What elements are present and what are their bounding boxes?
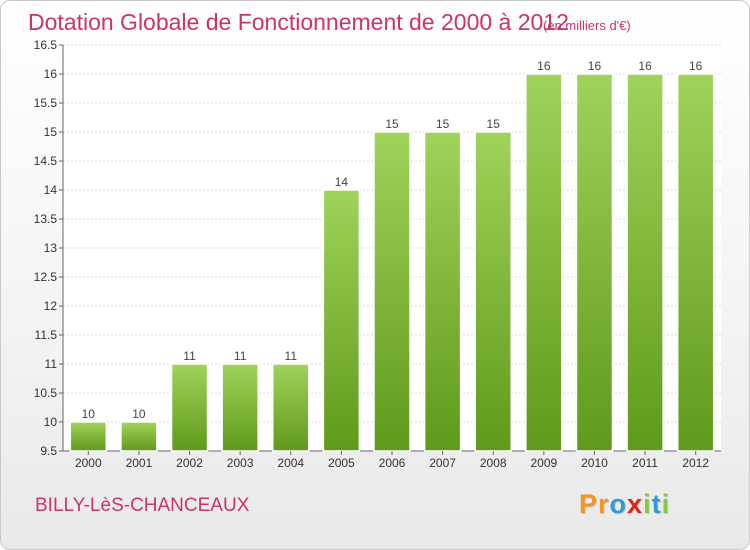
y-tick-label: 15.5 bbox=[34, 96, 58, 110]
bar-value-label: 16 bbox=[638, 59, 652, 73]
logo-letter: t bbox=[651, 489, 662, 519]
bar bbox=[676, 73, 715, 452]
y-tick-label: 14.5 bbox=[34, 154, 58, 168]
y-tick-label: 11 bbox=[45, 357, 58, 371]
x-tick-label: 2001 bbox=[126, 456, 153, 470]
logo-letter: i bbox=[643, 489, 652, 519]
logo-letter: i bbox=[661, 489, 671, 519]
x-tick-label: 2009 bbox=[530, 456, 557, 470]
bar bbox=[626, 73, 664, 452]
bar bbox=[69, 421, 108, 452]
bar bbox=[322, 189, 361, 452]
y-tick-label: 12 bbox=[44, 299, 58, 313]
bar bbox=[120, 421, 158, 452]
y-tick-label: 12.5 bbox=[34, 270, 58, 284]
bar-value-label: 15 bbox=[487, 117, 501, 131]
bar-value-label: 16 bbox=[689, 59, 703, 73]
bar bbox=[575, 73, 614, 452]
chart-title: Dotation Globale de Fonctionnement de 20… bbox=[28, 9, 569, 35]
y-tick-label: 11.5 bbox=[35, 328, 58, 342]
x-tick-label: 2004 bbox=[277, 456, 304, 470]
logo-letter: x bbox=[627, 489, 644, 519]
x-tick-label: 2007 bbox=[429, 456, 456, 470]
y-tick-label: 9.5 bbox=[40, 444, 57, 458]
y-tick-label: 16 bbox=[44, 67, 58, 81]
bar-value-label: 11 bbox=[285, 349, 298, 363]
bar bbox=[373, 131, 411, 452]
x-tick-label: 2012 bbox=[682, 456, 709, 470]
chart-unit: (en milliers d'€) bbox=[543, 18, 631, 33]
y-tick-label: 10 bbox=[44, 415, 58, 429]
bar-value-label: 11 bbox=[234, 349, 247, 363]
bar-value-label: 10 bbox=[82, 407, 96, 421]
x-tick-label: 2011 bbox=[632, 456, 658, 470]
proxiti-logo: Proxiti bbox=[579, 489, 670, 520]
logo-letter: r bbox=[598, 489, 610, 519]
x-tick-label: 2010 bbox=[581, 456, 608, 470]
bar-value-label: 11 bbox=[183, 349, 196, 363]
logo-letter: P bbox=[579, 489, 599, 519]
y-tick-label: 13 bbox=[44, 241, 58, 255]
bar bbox=[423, 131, 462, 452]
bar-value-label: 15 bbox=[385, 117, 399, 131]
x-tick-label: 2000 bbox=[75, 456, 102, 470]
bar-value-label: 15 bbox=[436, 117, 450, 131]
x-tick-label: 2002 bbox=[176, 456, 203, 470]
x-tick-label: 2008 bbox=[480, 456, 507, 470]
bar bbox=[221, 363, 259, 452]
bar-value-label: 10 bbox=[132, 407, 146, 421]
bar bbox=[525, 73, 563, 452]
y-tick-label: 14 bbox=[44, 183, 58, 197]
y-tick-label: 10.5 bbox=[34, 386, 58, 400]
commune-name: BILLY-LèS-CHANCEAUX bbox=[35, 495, 250, 516]
bar bbox=[170, 363, 209, 452]
bar bbox=[474, 131, 512, 452]
y-tick-label: 16.5 bbox=[34, 38, 58, 52]
bar bbox=[272, 363, 310, 452]
y-tick-label: 15 bbox=[44, 125, 58, 139]
bar-value-label: 16 bbox=[588, 59, 602, 73]
x-tick-label: 2005 bbox=[328, 456, 355, 470]
bar-value-label: 14 bbox=[335, 175, 349, 189]
logo-letter: o bbox=[609, 489, 628, 519]
bar-value-label: 16 bbox=[537, 59, 551, 73]
y-tick-label: 13.5 bbox=[34, 212, 58, 226]
x-tick-label: 2006 bbox=[379, 456, 406, 470]
x-tick-label: 2003 bbox=[227, 456, 254, 470]
